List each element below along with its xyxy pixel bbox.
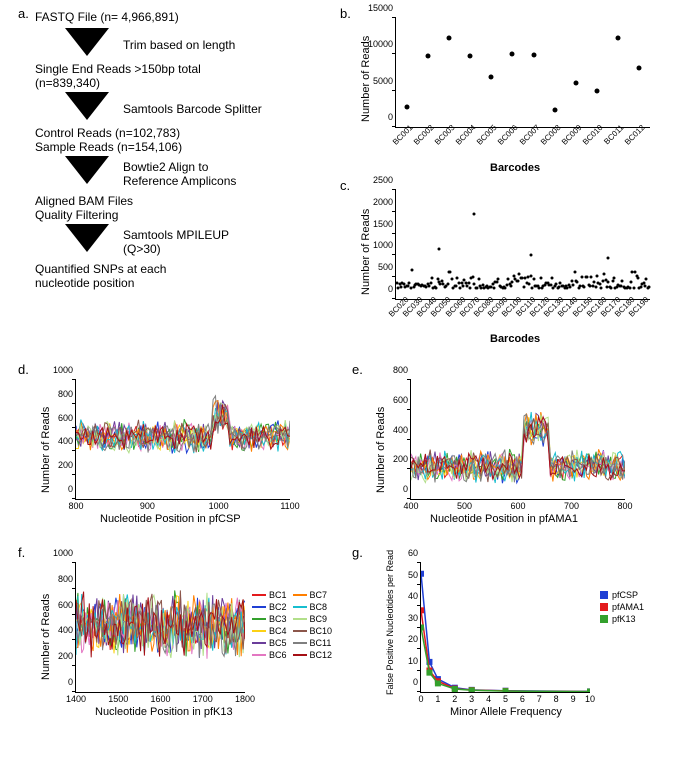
panel-label-b: b.: [340, 6, 351, 21]
panel-f-legend: BC1 BC2 BC3 BC4 BC5 BC6 BC7 BC8 BC9 BC10 BC11 BC12: [252, 590, 332, 662]
panel-a-flowchart: FASTQ File (n= 4,966,891) Trim based on …: [35, 10, 335, 320]
panel-b-ylabel: Number of Reads: [360, 36, 372, 122]
panel-c-xlabel: Barcodes: [490, 333, 540, 345]
flow-step: Samtools Barcode Splitter: [123, 102, 262, 116]
legend-item: pfAMA1: [600, 602, 644, 612]
flow-step: (Q>30): [123, 242, 161, 256]
flow-step: Quantified SNPs at each: [35, 262, 166, 276]
legend-item: BC6: [252, 650, 287, 660]
legend-item: BC3: [252, 614, 287, 624]
flow-step: Samtools MPILEUP: [123, 228, 229, 242]
panel-f-xlabel: Nucleotide Position in pfK13: [95, 706, 233, 718]
flow-step: Trim based on length: [123, 38, 235, 52]
flow-step: nucleotide position: [35, 276, 134, 290]
panel-d-ylabel: Number of Reads: [40, 407, 52, 493]
flow-step: FASTQ File (n= 4,966,891): [35, 10, 179, 24]
legend-item: BC12: [293, 650, 333, 660]
scatter-point: [468, 53, 473, 58]
panel-label-g: g.: [352, 545, 363, 560]
panel-label-e: e.: [352, 362, 363, 377]
flow-step: Sample Reads (n=154,106): [35, 140, 182, 154]
flow-arrow: [65, 156, 109, 184]
scatter-point: [531, 53, 536, 58]
scatter-point: [595, 88, 600, 93]
scatter-point: [489, 74, 494, 79]
scatter-point: [425, 53, 430, 58]
legend-item: BC4: [252, 626, 287, 636]
flow-step: Single End Reads >150bp total: [35, 62, 201, 76]
flow-step: Bowtie2 Align to: [123, 160, 208, 174]
panel-g-xlabel: Minor Allele Frequency: [450, 706, 562, 718]
flow-arrow: [65, 28, 109, 56]
legend-item: BC2: [252, 602, 287, 612]
flow-step: (n=839,340): [35, 76, 100, 90]
scatter-point: [637, 66, 642, 71]
panel-g-legend: pfCSP pfAMA1 pfK13: [600, 590, 644, 626]
scatter-point: [446, 36, 451, 41]
scatter-point: [616, 36, 621, 41]
legend-item: BC5: [252, 638, 287, 648]
flow-step: Control Reads (n=102,783): [35, 126, 180, 140]
panel-e-xlabel: Nucleotide Position in pfAMA1: [430, 513, 578, 525]
panel-e-ylabel: Number of Reads: [375, 407, 387, 493]
legend-item: BC7: [293, 590, 333, 600]
panel-label-d: d.: [18, 362, 29, 377]
legend-item: BC8: [293, 602, 333, 612]
panel-label-a: a.: [18, 6, 29, 21]
scatter-point: [510, 52, 515, 57]
panel-b-xlabel: Barcodes: [490, 162, 540, 174]
panel-label-c: c.: [340, 178, 350, 193]
legend-item: BC10: [293, 626, 333, 636]
panel-g-chart: 0102030405060012345678910: [420, 563, 590, 693]
panel-label-f: f.: [18, 545, 25, 560]
panel-e-chart: 0200400600800400500600700800: [410, 380, 625, 500]
flow-step: Aligned BAM Files: [35, 194, 133, 208]
panel-d-xlabel: Nucleotide Position in pfCSP: [100, 513, 241, 525]
flow-step: Reference Amplicons: [123, 174, 236, 188]
legend-item: BC9: [293, 614, 333, 624]
panel-f-ylabel: Number of Reads: [40, 594, 52, 680]
flow-arrow: [65, 92, 109, 120]
legend-item: pfCSP: [600, 590, 644, 600]
flow-step: Quality Filtering: [35, 208, 118, 222]
scatter-point: [404, 104, 409, 109]
panel-c-chart: 05001000150020002500BC020BC030BC040BC050…: [395, 190, 650, 300]
panel-d-chart: 0200400600800100080090010001100: [75, 380, 290, 500]
legend-item: BC11: [293, 638, 333, 648]
panel-b-chart: 050001000015000BC001BC002BC003BC004BC005…: [395, 18, 650, 128]
legend-item: pfK13: [600, 614, 644, 624]
scatter-point: [573, 81, 578, 86]
panel-g-ylabel: False Positive Nucleotides per Read: [385, 550, 395, 695]
panel-c-ylabel: Number of Reads: [360, 209, 372, 295]
panel-f-chart: 0200400600800100014001500160017001800: [75, 563, 245, 693]
flow-arrow: [65, 224, 109, 252]
scatter-point: [552, 107, 557, 112]
legend-item: BC1: [252, 590, 287, 600]
